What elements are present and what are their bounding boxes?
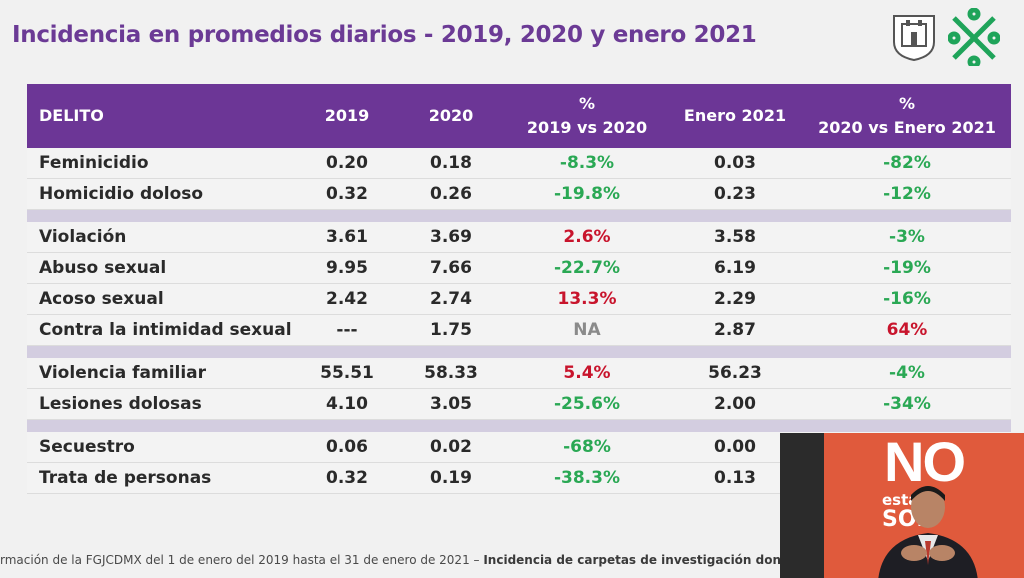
pct-2019-2020: -38.3% bbox=[507, 462, 667, 494]
value-2019: 2.42 bbox=[299, 283, 395, 315]
pct-2020-enero: -16% bbox=[803, 283, 1011, 315]
pct-2019-2020: -19.8% bbox=[507, 178, 667, 210]
value-2019: 0.20 bbox=[299, 148, 395, 179]
value-2020: 0.18 bbox=[395, 148, 507, 179]
interpreter-figure bbox=[878, 486, 978, 578]
pct-2019-2020: 13.3% bbox=[507, 283, 667, 315]
value-2019: 3.61 bbox=[299, 222, 395, 253]
table-row: Feminicidio 0.20 0.18 -8.3% 0.03 -82% bbox=[27, 148, 1011, 179]
header-delito: DELITO bbox=[27, 84, 299, 148]
value-enero-2021: 6.19 bbox=[667, 252, 803, 284]
value-2019: --- bbox=[299, 314, 395, 346]
source-text: rmación de la FGJCDMX del 1 de enero del… bbox=[0, 553, 484, 567]
pct-2019-2020: -8.3% bbox=[507, 148, 667, 179]
header-enero-2021: Enero 2021 bbox=[667, 84, 803, 148]
header-2019: 2019 bbox=[299, 84, 395, 148]
pct-2020-enero: -34% bbox=[803, 388, 1011, 420]
value-2020: 58.33 bbox=[395, 358, 507, 389]
group-separator bbox=[27, 419, 1011, 432]
crime-name: Abuso sexual bbox=[27, 252, 299, 284]
incidence-table: DELITO 2019 2020 % 2019 vs 2020 Enero 20… bbox=[27, 84, 1011, 494]
pct-2020-enero: 64% bbox=[803, 314, 1011, 346]
value-enero-2021: 0.23 bbox=[667, 178, 803, 210]
value-2019: 0.32 bbox=[299, 178, 395, 210]
value-2019: 9.95 bbox=[299, 252, 395, 284]
crime-name: Acoso sexual bbox=[27, 283, 299, 315]
header-pct-label: 2019 vs 2020 bbox=[526, 118, 648, 137]
header-pct-symbol: % bbox=[898, 94, 916, 113]
value-2020: 2.74 bbox=[395, 283, 507, 315]
pct-2020-enero: -4% bbox=[803, 358, 1011, 389]
header-pct-symbol: % bbox=[578, 94, 596, 113]
poster-no-text: NO bbox=[884, 433, 966, 493]
crime-name: Contra la intimidad sexual bbox=[27, 314, 299, 346]
value-2020: 0.26 bbox=[395, 178, 507, 210]
value-enero-2021: 2.87 bbox=[667, 314, 803, 346]
table-header-row: DELITO 2019 2020 % 2019 vs 2020 Enero 20… bbox=[27, 84, 1011, 148]
value-enero-2021: 2.29 bbox=[667, 283, 803, 315]
value-2019: 0.06 bbox=[299, 432, 395, 463]
value-2020: 1.75 bbox=[395, 314, 507, 346]
value-enero-2021: 3.58 bbox=[667, 222, 803, 253]
table-row: Abuso sexual 9.95 7.66 -22.7% 6.19 -19% bbox=[27, 252, 1011, 284]
table-row: Trata de personas 0.32 0.19 -38.3% 0.13 bbox=[27, 462, 1011, 494]
sign-language-interpreter-video: NO estás SOL bbox=[780, 433, 1024, 578]
pct-2019-2020: NA bbox=[507, 314, 667, 346]
table-row: Lesiones dolosas 4.10 3.05 -25.6% 2.00 -… bbox=[27, 388, 1011, 420]
value-2020: 3.05 bbox=[395, 388, 507, 420]
pct-2019-2020: -25.6% bbox=[507, 388, 667, 420]
table-row: Acoso sexual 2.42 2.74 13.3% 2.29 -16% bbox=[27, 283, 1011, 315]
value-2019: 0.32 bbox=[299, 462, 395, 494]
pct-2020-enero: -12% bbox=[803, 178, 1011, 210]
pct-2019-2020: -22.7% bbox=[507, 252, 667, 284]
header-2020: 2020 bbox=[395, 84, 507, 148]
value-2019: 4.10 bbox=[299, 388, 395, 420]
value-2020: 0.02 bbox=[395, 432, 507, 463]
crime-name: Homicidio doloso bbox=[27, 178, 299, 210]
table-row: Violación 3.61 3.69 2.6% 3.58 -3% bbox=[27, 222, 1011, 253]
crime-name: Secuestro bbox=[27, 432, 299, 463]
pct-2020-enero: -82% bbox=[803, 148, 1011, 179]
table-row: Contra la intimidad sexual --- 1.75 NA 2… bbox=[27, 314, 1011, 346]
pct-2019-2020: -68% bbox=[507, 432, 667, 463]
value-2020: 3.69 bbox=[395, 222, 507, 253]
source-bold-text: Incidencia de carpetas de investigación … bbox=[483, 553, 790, 567]
table-row: Violencia familiar 55.51 58.33 5.4% 56.2… bbox=[27, 358, 1011, 389]
pct-2020-enero: -19% bbox=[803, 252, 1011, 284]
value-2019: 55.51 bbox=[299, 358, 395, 389]
cdmx-logo bbox=[948, 8, 1000, 66]
header-pct-2020-enero: % 2020 vs Enero 2021 bbox=[803, 84, 1011, 148]
table-row: Homicidio doloso 0.32 0.26 -19.8% 0.23 -… bbox=[27, 178, 1011, 210]
cdmx-coat-of-arms-logo bbox=[893, 15, 935, 62]
group-separator bbox=[27, 345, 1011, 358]
value-2020: 7.66 bbox=[395, 252, 507, 284]
source-footnote: rmación de la FGJCDMX del 1 de enero del… bbox=[0, 553, 790, 567]
pct-2019-2020: 2.6% bbox=[507, 222, 667, 253]
value-enero-2021: 2.00 bbox=[667, 388, 803, 420]
header-pct-label: 2020 vs Enero 2021 bbox=[818, 118, 996, 137]
group-separator bbox=[27, 209, 1011, 222]
header-pct-2019-2020: % 2019 vs 2020 bbox=[507, 84, 667, 148]
value-enero-2021: 0.03 bbox=[667, 148, 803, 179]
crime-name: Violación bbox=[27, 222, 299, 253]
crime-name: Lesiones dolosas bbox=[27, 388, 299, 420]
crime-name: Violencia familiar bbox=[27, 358, 299, 389]
page-title: Incidencia en promedios diarios - 2019, … bbox=[12, 22, 757, 48]
crime-name: Feminicidio bbox=[27, 148, 299, 179]
value-2020: 0.19 bbox=[395, 462, 507, 494]
value-enero-2021: 56.23 bbox=[667, 358, 803, 389]
crime-name: Trata de personas bbox=[27, 462, 299, 494]
pct-2019-2020: 5.4% bbox=[507, 358, 667, 389]
pct-2020-enero: -3% bbox=[803, 222, 1011, 253]
